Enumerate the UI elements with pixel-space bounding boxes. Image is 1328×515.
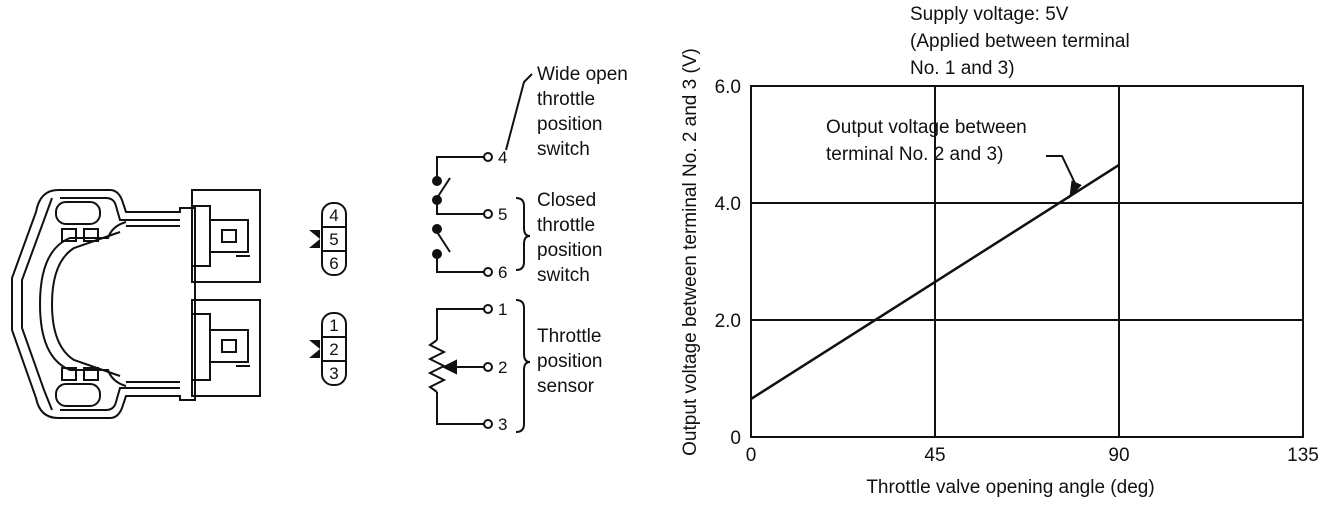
lower-pin-1: 1 [329, 316, 338, 335]
chart-tick-labels: 0 45 90 135 0 2.0 4.0 6.0 [715, 77, 1319, 466]
x-tick-label: 90 [1108, 445, 1129, 466]
sensor-label-line-1: Throttle [537, 326, 601, 347]
lower-pin-2: 2 [329, 340, 338, 359]
upper-connector-pinout: 4 5 6 [309, 202, 347, 276]
wot-switch-contact-top [432, 176, 442, 186]
annotation-leader [1046, 155, 1082, 199]
wot-label-line-4: switch [537, 139, 590, 160]
wot-label-line-2: throttle [537, 89, 595, 110]
y-axis-label: Output voltage between terminal No. 2 an… [680, 48, 701, 456]
common-wire [436, 204, 484, 215]
lower-connector-pinout: 1 2 3 [309, 312, 347, 386]
wot-switch-blade [436, 177, 451, 199]
terminal-1-node [483, 304, 493, 314]
output-voltage-chart: 0 45 90 135 0 2.0 4.0 6.0 Output voltage betwee… [680, 4, 1319, 498]
output-voltage-line [750, 163, 1120, 401]
closed-label-line-1: Closed [537, 190, 596, 211]
x-tick-label: 0 [746, 445, 757, 466]
terminal-4-label: 4 [498, 148, 507, 167]
wot-switch-contact-mid [432, 195, 442, 205]
sensor-bottom-terminal-a [61, 367, 77, 381]
closed-switch-contact-top [432, 224, 442, 234]
upper-pin-6: 6 [329, 254, 338, 273]
x-axis-label: Throttle valve opening angle (deg) [866, 477, 1154, 498]
closed-switch-blade [436, 231, 451, 253]
terminal-5-node [483, 209, 493, 219]
upper-pin-5: 5 [329, 230, 338, 249]
sensor-top-terminal-b [83, 228, 99, 242]
sensor-arch [38, 221, 127, 387]
lower-pin-3: 3 [329, 364, 338, 383]
y-tick-label: 6.0 [715, 77, 741, 98]
sensor-top-slot [55, 201, 101, 225]
x-tick-label: 135 [1287, 445, 1319, 466]
circuit-schematic [427, 73, 533, 433]
sensor-bottom-terminal-b [83, 367, 99, 381]
closed-label-line-2: throttle [537, 215, 595, 236]
wot-label-line-1: Wide open [537, 64, 628, 85]
terminal-6-label: 6 [498, 263, 507, 282]
terminal-4-node [483, 152, 493, 162]
chart-series [750, 163, 1120, 401]
plot-frame [750, 85, 1304, 438]
terminal-5-label: 5 [498, 205, 507, 224]
wot-label-line-3: position [537, 114, 603, 135]
chart-grid [751, 86, 1303, 437]
sensor-supply-wire [436, 308, 484, 340]
x-tick-label: 45 [924, 445, 945, 466]
sensor-label-line-3: sensor [537, 376, 595, 397]
sensor-body-drawing [11, 189, 261, 419]
annotation-leader-line [1046, 155, 1077, 186]
terminal-2-label: 2 [498, 358, 507, 377]
terminal-3-label: 3 [498, 415, 507, 434]
schematic-labels: 4 5 6 1 2 3 Wide open throttle position … [498, 64, 628, 434]
closed-label-line-4: switch [537, 265, 590, 286]
sensor-wiper-arrow [441, 359, 457, 375]
sensor-ground-wire [436, 392, 484, 425]
output-annotation-line-1: Output voltage between [826, 117, 1027, 138]
upper-connector-housing [191, 189, 261, 283]
closed-switch-brace [515, 197, 531, 271]
sensor-arch-inner [50, 225, 180, 383]
terminal-3-node [483, 419, 493, 429]
wot-leader-line [505, 73, 533, 151]
y-tick-label: 2.0 [715, 311, 741, 332]
closed-switch-contact-bottom [432, 249, 442, 259]
output-annotation-line-2: terminal No. 2 and 3) [826, 144, 1003, 165]
sensor-resistor [427, 339, 447, 393]
y-tick-label: 4.0 [715, 194, 741, 215]
closed-label-line-3: position [537, 240, 603, 261]
supply-note-line-3: No. 1 and 3) [910, 58, 1015, 79]
lower-connector-housing [191, 299, 261, 397]
terminal-6-node [483, 267, 493, 277]
sensor-label-line-2: position [537, 351, 603, 372]
upper-pin-4: 4 [329, 206, 338, 225]
wot-switch-wire [436, 156, 484, 178]
annotation-arrowhead [1069, 180, 1082, 199]
terminal-1-label: 1 [498, 300, 507, 319]
sensor-top-terminal-a [61, 228, 77, 242]
supply-note-line-1: Supply voltage: 5V [910, 4, 1069, 25]
sensor-bottom-slot [55, 383, 101, 407]
y-tick-label: 0 [730, 428, 741, 449]
supply-note-line-2: (Applied between terminal [910, 31, 1130, 52]
sensor-brace [515, 299, 531, 433]
sensor-housing-inner [21, 197, 180, 411]
terminal-2-node [483, 362, 493, 372]
closed-switch-wire [436, 258, 484, 273]
sensor-housing-outline [11, 189, 196, 419]
